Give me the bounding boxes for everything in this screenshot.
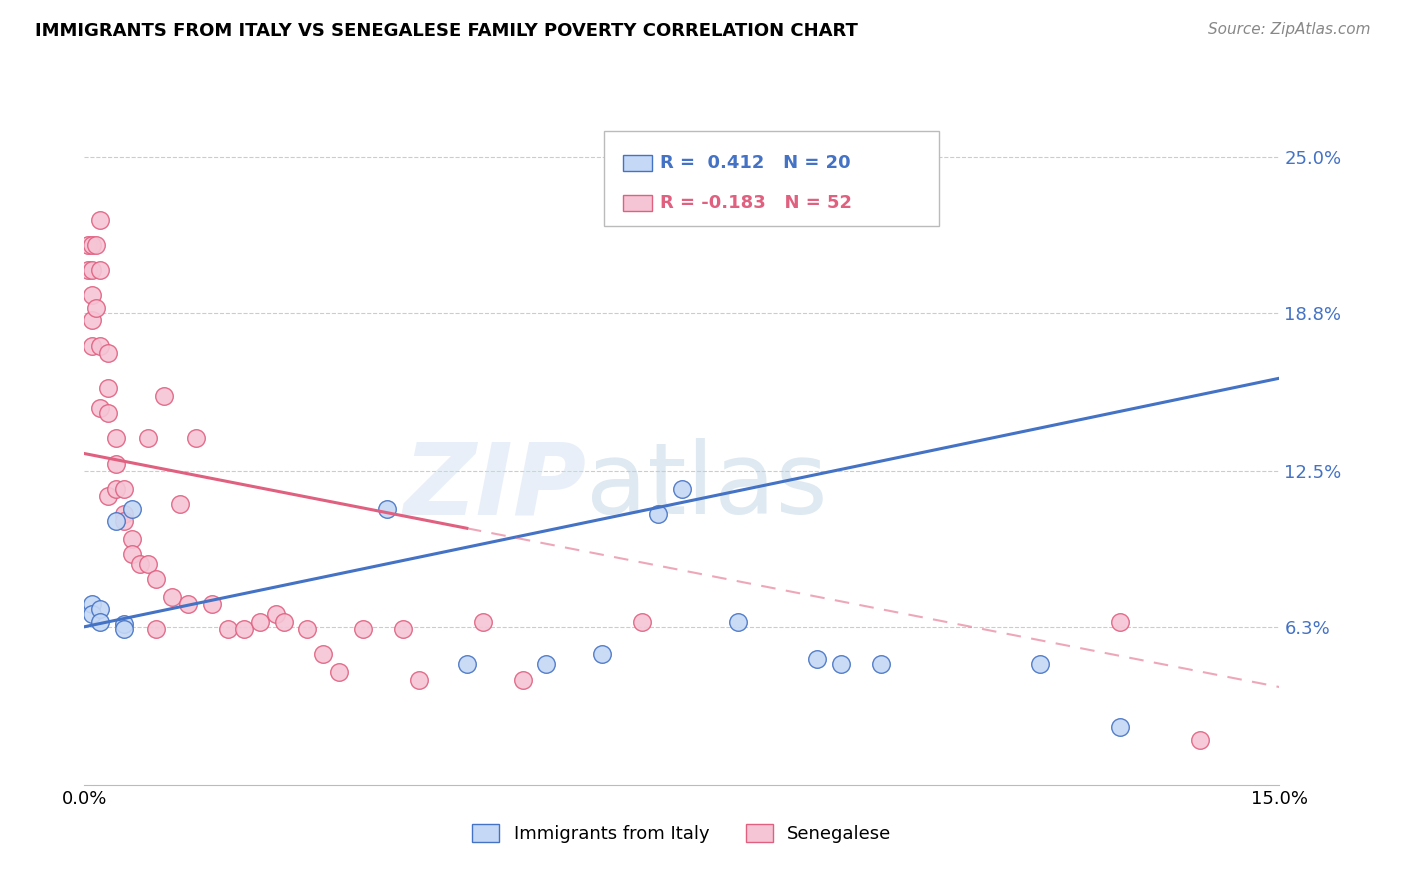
Point <box>112 622 135 636</box>
Point <box>169 497 191 511</box>
Point <box>145 622 167 636</box>
Point <box>97 346 120 360</box>
Text: R = -0.183   N = 52: R = -0.183 N = 52 <box>661 194 852 212</box>
Point <box>456 657 478 672</box>
Point <box>631 615 654 629</box>
Point <box>536 657 558 672</box>
Point <box>89 213 111 227</box>
Point <box>1109 615 1132 629</box>
Point <box>153 389 176 403</box>
Point <box>273 615 295 629</box>
Point <box>97 489 120 503</box>
Point <box>105 457 128 471</box>
FancyBboxPatch shape <box>623 194 652 211</box>
Point <box>232 622 254 636</box>
Point <box>82 288 104 302</box>
Point <box>112 482 135 496</box>
Point <box>82 263 104 277</box>
Point <box>375 501 398 516</box>
Point <box>297 622 319 636</box>
Point <box>86 301 108 315</box>
Point <box>352 622 374 636</box>
Point <box>328 665 350 679</box>
Point <box>121 501 143 516</box>
Text: R =  0.412   N = 20: R = 0.412 N = 20 <box>661 154 851 172</box>
Point <box>82 607 104 622</box>
Point <box>82 313 104 327</box>
Point <box>89 602 111 616</box>
Point <box>82 338 104 352</box>
Point <box>82 597 104 611</box>
Text: ZIP: ZIP <box>404 438 586 535</box>
Point <box>392 622 415 636</box>
Point <box>112 514 135 528</box>
Point <box>512 673 534 687</box>
Point <box>830 657 852 672</box>
Point <box>870 657 893 672</box>
Point <box>1188 732 1211 747</box>
Point <box>86 238 108 252</box>
Point <box>806 652 828 666</box>
Legend: Immigrants from Italy, Senegalese: Immigrants from Italy, Senegalese <box>465 817 898 850</box>
Point <box>82 238 104 252</box>
Point <box>129 557 152 571</box>
Point <box>184 432 207 446</box>
Point <box>121 547 143 561</box>
Point <box>1029 657 1052 672</box>
Point <box>89 338 111 352</box>
Point <box>77 238 100 252</box>
Point <box>1109 720 1132 734</box>
Point <box>201 597 224 611</box>
Point <box>136 557 159 571</box>
Point <box>89 263 111 277</box>
Point <box>671 482 693 496</box>
Point <box>105 514 128 528</box>
Point <box>112 617 135 632</box>
Point <box>77 263 100 277</box>
Point <box>105 482 128 496</box>
Point <box>105 432 128 446</box>
Point <box>727 615 749 629</box>
Point <box>136 432 159 446</box>
Text: atlas: atlas <box>586 438 828 535</box>
Point <box>121 532 143 546</box>
Text: IMMIGRANTS FROM ITALY VS SENEGALESE FAMILY POVERTY CORRELATION CHART: IMMIGRANTS FROM ITALY VS SENEGALESE FAMI… <box>35 22 858 40</box>
Point <box>145 572 167 586</box>
FancyBboxPatch shape <box>623 155 652 171</box>
Point <box>408 673 430 687</box>
Point <box>112 507 135 521</box>
Point <box>97 406 120 420</box>
Point <box>177 597 200 611</box>
Point <box>312 648 335 662</box>
Point <box>89 615 111 629</box>
Point <box>264 607 287 622</box>
Point <box>160 590 183 604</box>
Point <box>249 615 271 629</box>
Text: Source: ZipAtlas.com: Source: ZipAtlas.com <box>1208 22 1371 37</box>
Point <box>591 648 613 662</box>
Point <box>97 381 120 395</box>
Point <box>647 507 669 521</box>
Point <box>89 401 111 416</box>
FancyBboxPatch shape <box>605 131 939 226</box>
Point <box>471 615 494 629</box>
Point <box>217 622 239 636</box>
